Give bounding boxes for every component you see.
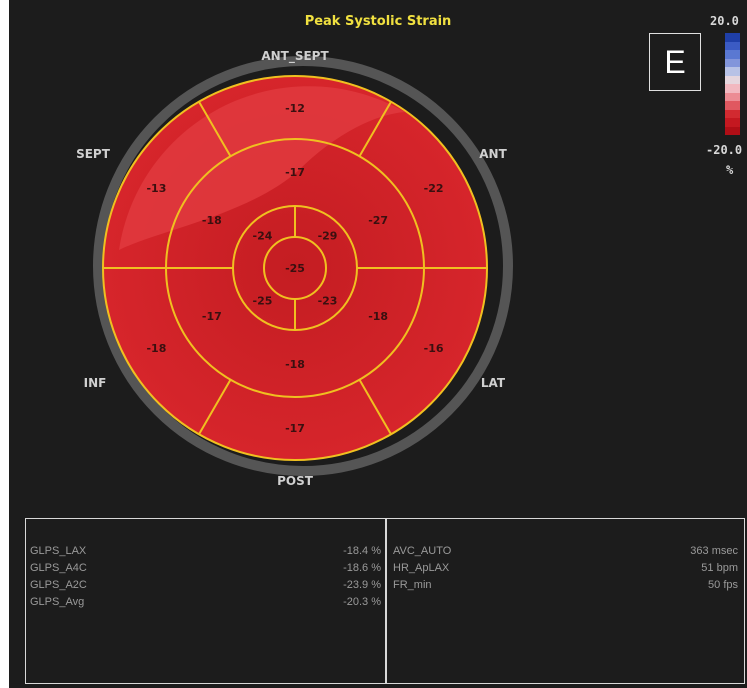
segment-values: -12 -22 -16 -17 -18 -13 -17 -27 -18 -18 -17 -18 -29 -… [146,102,443,435]
color-scale-bar [725,33,740,135]
row-label: FR_min [393,579,432,591]
row-value: -18.6 % [343,562,381,574]
mid-segment-ant-sept: -17 [285,166,305,179]
row-label: GLPS_Avg [30,596,85,608]
row-value: -20.3 % [343,596,381,608]
color-scale-min-label: -20.0 [706,143,743,157]
wall-label-sept: SEPT [76,147,111,161]
basal-segment-ant: -22 [424,182,444,195]
color-scale-max-label: 20.0 [710,14,739,28]
apical-segment-sept: -24 [253,229,273,242]
mid-segment-ant: -27 [368,214,388,227]
tracking-arc [93,56,513,476]
wall-label-inf: INF [84,376,107,390]
panel-label: E [649,33,701,91]
segment-boundaries [103,101,487,435]
color-scale-step [725,118,740,127]
echo-viewer-screen: Peak Systolic Strain E 20.0 -20.0 % -12-… [9,0,747,688]
table-row: FR_min 50 fps [393,579,738,595]
table-row: AVC_AUTO 363 msec [393,545,738,561]
basal-segment-inf: -18 [146,342,166,355]
mid-segment-sept: -18 [202,214,222,227]
row-label: GLPS_A2C [30,579,87,591]
basal-segment-sept: -13 [146,182,166,195]
wall-label-post: POST [277,474,314,488]
row-value: -23.9 % [343,579,381,591]
row-value: 50 fps [708,579,738,591]
glps-panel: GLPS_LAX -18.4 % GLPS_A4C -18.6 % GLPS_A2C -2… [25,518,386,684]
color-scale-step [725,41,740,50]
table-row: GLPS_A2C -23.9 % [30,579,381,595]
row-label: GLPS_A4C [30,562,87,574]
bullseye-plot: -12 -22 -16 -17 -18 -13 -17 -27 -18 -18 -17 -18 -29 -… [76,49,513,488]
color-scale-step [725,33,740,42]
color-scale-step [725,101,740,110]
color-scale-step [725,58,740,67]
color-scale-step [725,126,740,135]
mid-segment-inf: -17 [202,310,222,323]
basal-boundary [358,101,392,157]
wall-label-lat: LAT [481,376,506,390]
apical-segment-lat: -23 [318,295,338,308]
basal-segment-ant-sept: -12 [285,102,305,115]
basal-segment-lat: -16 [424,342,444,355]
color-scale-step [725,50,740,59]
table-row: GLPS_LAX -18.4 % [30,545,381,561]
basal-segment-post: -17 [285,422,305,435]
wall-labels: ANT_SEPT ANT LAT POST INF SEPT [76,49,507,488]
table-row: HR_ApLAX 51 bpm [393,562,738,578]
row-label: HR_ApLAX [393,562,450,574]
acquisition-panel: AVC_AUTO 363 msec HR_ApLAX 51 bpm FR_min 50 f… [386,518,745,684]
row-value: 363 msec [690,545,738,557]
color-scale-step [725,84,740,93]
color-scale-step [725,92,740,101]
mid-segment-post: -18 [285,358,305,371]
wall-label-ant-sept: ANT_SEPT [261,49,329,64]
apex-segment: -25 [285,262,305,275]
wall-label-ant: ANT [479,147,507,161]
row-value: 51 bpm [701,562,738,574]
table-row: GLPS_Avg -20.3 % [30,596,381,612]
basal-boundary [198,379,232,435]
basal-boundary [198,101,232,157]
row-value: -18.4 % [343,545,381,557]
color-scale-step [725,109,740,118]
apical-segment-ant: -29 [318,229,338,242]
chart-title: Peak Systolic Strain [304,14,452,29]
row-label: GLPS_LAX [30,545,87,557]
septal-highlight [119,86,405,251]
color-scale-step [725,75,740,84]
row-label: AVC_AUTO [393,545,452,557]
apical-segment-inf: -25 [253,295,273,308]
color-scale-unit: % [726,163,734,177]
table-row: GLPS_A4C -18.6 % [30,562,381,578]
basal-boundary [358,379,392,435]
mid-segment-lat: -18 [368,310,388,323]
color-scale-step [725,67,740,76]
